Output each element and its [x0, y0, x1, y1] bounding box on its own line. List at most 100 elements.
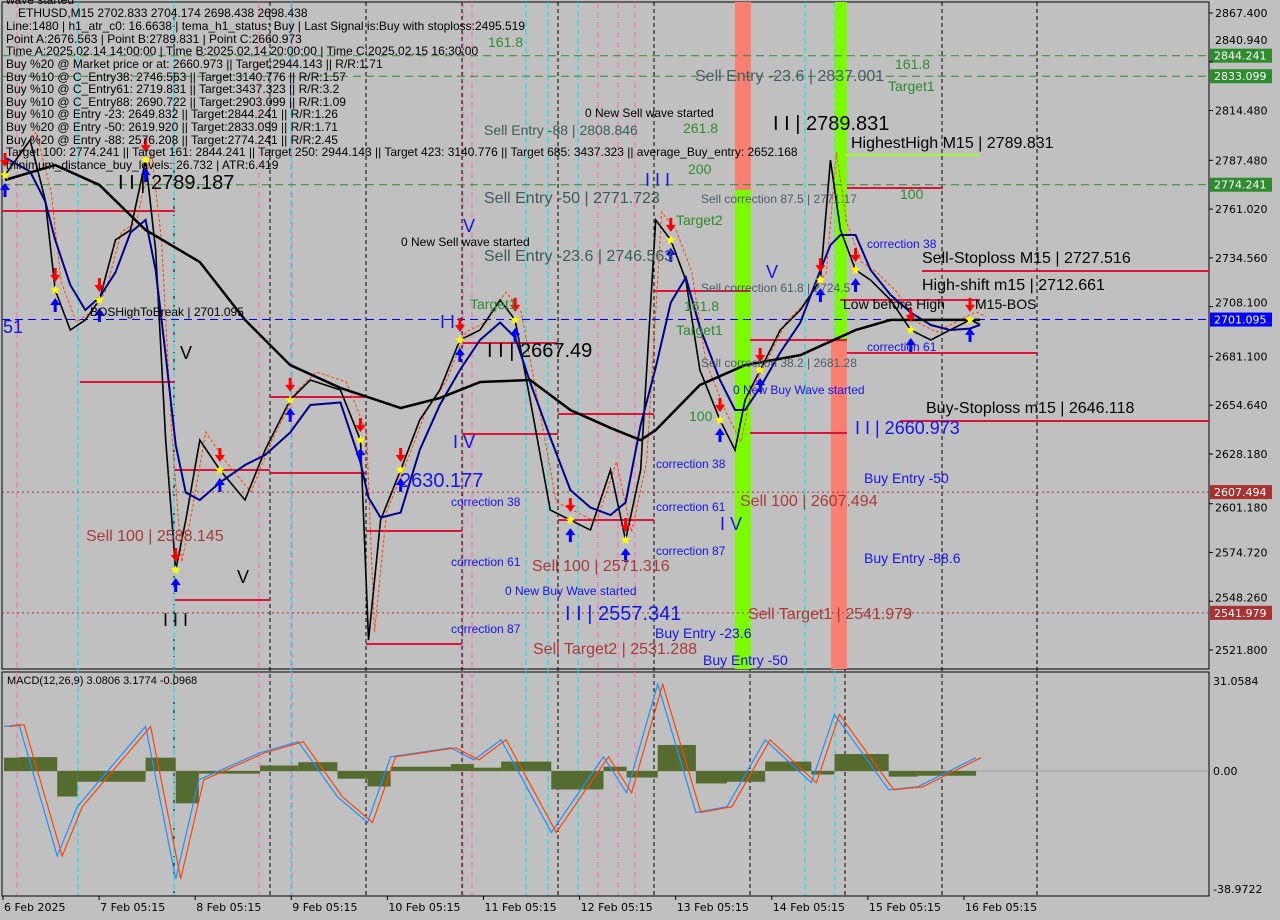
x-tick-label: 16 Feb 05:15: [965, 901, 1037, 914]
chart-annotation: Buy Entry -50: [703, 652, 788, 668]
chart-annotation: I I | 2667.49: [487, 340, 593, 362]
star-icon: [620, 535, 631, 544]
chart-annotation: 161.8: [488, 34, 524, 50]
chart-annotation: Sell Target2 | 2531.288: [533, 641, 697, 658]
chart-annotation: Target2: [676, 212, 723, 228]
macd-histogram-bar: [811, 771, 835, 775]
macd-histogram-bar: [145, 757, 176, 771]
buy-arrow-icon: [850, 277, 861, 292]
macd-histogram-bar: [57, 771, 78, 797]
sell-arrow-icon: [50, 268, 61, 283]
y-tick-label: 2548.260: [1215, 591, 1268, 604]
macd-histogram-bar: [501, 761, 552, 771]
x-tick-label: 15 Feb 05:15: [869, 901, 941, 914]
price-tag-label: 2833.099: [1214, 70, 1267, 83]
star-icon: [755, 365, 765, 375]
buy-arrow-icon: [510, 327, 521, 342]
star-icon: [355, 435, 366, 445]
macd-histogram-bar: [298, 762, 338, 771]
chart-annotation: 161.8: [895, 56, 931, 72]
star-icon: [850, 265, 861, 274]
price-tag-label: 2774.241: [1214, 179, 1267, 192]
macd-y-tick-label: -38.9722: [1213, 883, 1262, 896]
price-tag-label: 2701.095: [1214, 314, 1267, 327]
chart-annotation: correction 61: [451, 555, 521, 569]
info-line: minimum_distance_buy_levels: 26.732 | AT…: [6, 157, 279, 172]
buy-arrow-icon: [0, 183, 11, 198]
chart-annotation: Target1: [470, 296, 517, 312]
info-line: Buy %20 @ Market price or at: 2660.973 |…: [6, 57, 383, 71]
chart-annotation: Sell Entry -23.6 | 2746.563: [484, 248, 674, 265]
chart-annotation: 2630.177: [400, 470, 484, 492]
buy-arrow-icon: [140, 168, 151, 183]
info-line: ETHUSD,M15 2702.833 2704.174 2698.438 26…: [18, 5, 308, 20]
info-line: Buy %10 @ C_Entry38: 2746.563 || Target:…: [6, 69, 346, 84]
macd-histogram-bar: [198, 771, 261, 774]
macd-main-line: [3, 682, 977, 879]
price-tag: [1210, 312, 1272, 327]
macd-histogram-bar: [834, 754, 889, 771]
sell-arrow-icon: [755, 348, 766, 363]
chart-annotation: I I I: [163, 610, 189, 630]
buy-arrow-icon: [50, 298, 61, 313]
sell-arrow-icon: [965, 297, 976, 312]
macd-histogram-bar: [77, 771, 146, 782]
sell-zone-band: [735, 2, 751, 190]
chart-annotation: correction 61: [867, 340, 937, 354]
x-tick-label: 13 Feb 05:15: [677, 901, 749, 914]
info-line: Target 100: 2774.241 || Target 161: 2844…: [6, 145, 798, 160]
y-tick-label: 2840.940: [1215, 34, 1268, 47]
star-icon: [395, 465, 406, 474]
buy-arrow-icon: [620, 548, 631, 563]
star-icon: [171, 565, 181, 575]
chart-annotation: I I I: [645, 170, 671, 190]
sell-arrow-icon: [170, 548, 181, 563]
chart-annotation: Sell 100 | 2588.145: [86, 528, 224, 545]
chart-annotation: correction 38: [867, 237, 937, 251]
sell-arrow-icon: [140, 138, 151, 153]
chart-annotation: 0 New Buy Wave started: [505, 584, 637, 598]
info-line: Buy %10 @ C_Entry61: 2719.831 || Target:…: [6, 82, 340, 97]
chart-annotation: V: [766, 262, 779, 282]
info-line: wave started: [6, 0, 75, 7]
chart-annotation: Low before High: [843, 296, 945, 312]
chart-annotation: correction 87: [656, 544, 726, 558]
sell-arrow-icon: [395, 447, 406, 462]
info-line: Buy %10 @ C_Entry88: 2690.722 || Target:…: [6, 94, 346, 109]
sell-arrow-icon: [620, 518, 631, 533]
buy-arrow-icon: [355, 448, 366, 463]
chart-annotation: Target1: [888, 78, 935, 94]
star-icon: [285, 394, 295, 404]
chart-annotation: I I: [440, 312, 456, 332]
y-tick-label: 2734.560: [1215, 252, 1268, 265]
price-tag-label: 2607.494: [1214, 486, 1267, 499]
macd-histogram-bar: [888, 771, 918, 777]
sell-arrow-icon: [850, 247, 861, 262]
macd-histogram-bar: [337, 771, 368, 779]
x-tick-label: 6 Feb 2025: [4, 901, 65, 914]
star-icon: [455, 335, 465, 344]
macd-histogram-bar: [4, 757, 20, 771]
macd-histogram-bar: [727, 771, 766, 782]
sell-arrow-icon: [285, 377, 296, 392]
x-tick-label: 9 Feb 05:15: [292, 901, 357, 914]
chart-annotation: I I | 2557.341: [565, 603, 682, 625]
upper-band-line: [10, 130, 987, 633]
chart-annotation: 100: [900, 186, 924, 202]
buy-arrow-icon: [565, 528, 576, 543]
chart-annotation: correction 87: [451, 622, 521, 636]
info-line: Time A:2025.02.14 14:00:00 | Time B:2025…: [6, 44, 479, 59]
buy-zone-band: [735, 190, 751, 669]
macd-histogram-bar: [473, 767, 502, 771]
sell-arrow-icon: [714, 398, 725, 413]
star-icon: [0, 170, 10, 180]
y-tick-label: 2654.640: [1215, 399, 1268, 412]
chart-annotation: Sell-Stoploss M15 | 2727.516: [922, 250, 1131, 267]
x-tick-label: 14 Feb 05:15: [773, 901, 845, 914]
chart-annotation: I V: [453, 432, 476, 452]
chart-annotation: I I | 2789.831: [773, 113, 890, 135]
chart-annotation: Buy Entry -88.6: [864, 550, 961, 566]
chart-annotation: correction 38: [656, 457, 726, 471]
buy-arrow-icon: [714, 428, 725, 443]
